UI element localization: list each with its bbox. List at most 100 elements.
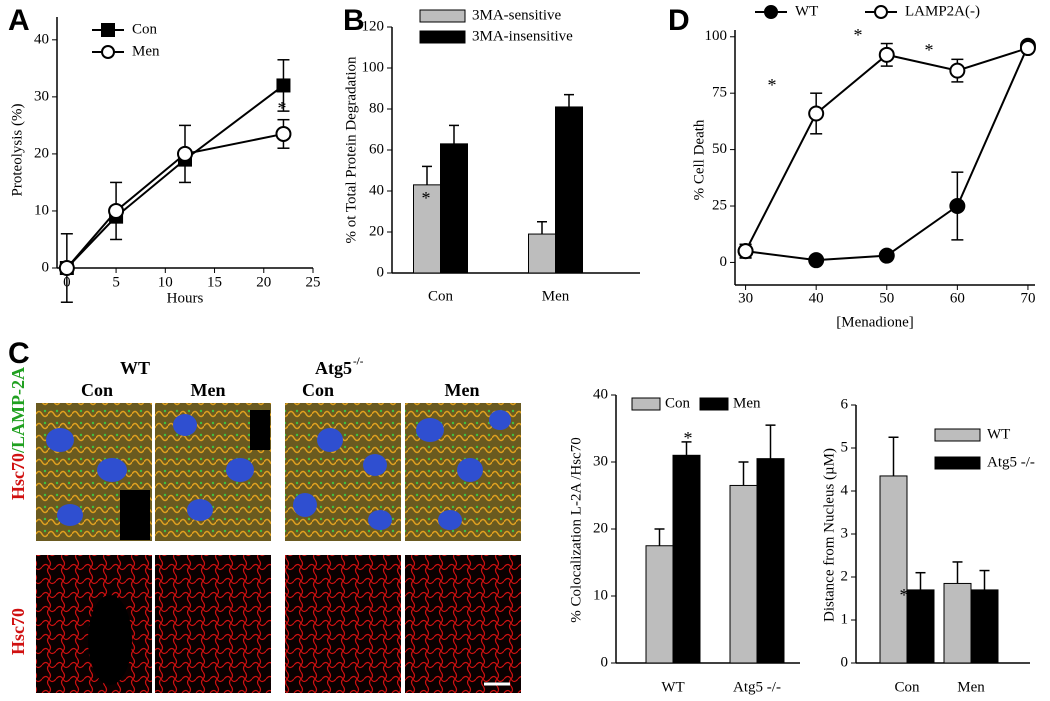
y-tick-label: 5 xyxy=(841,439,849,455)
error-bar xyxy=(952,561,963,584)
marker xyxy=(737,243,754,260)
y-tick-label: 4 xyxy=(841,482,849,498)
bar xyxy=(645,545,674,664)
row-label-green: /LAMP-2A xyxy=(8,367,28,454)
error-bar xyxy=(654,528,665,546)
legend-label: WT xyxy=(987,426,1010,442)
y-tick-label: 1 xyxy=(841,611,849,627)
y-tick-label: 100 xyxy=(705,28,728,44)
x-tick-label: 5 xyxy=(112,274,120,290)
marker xyxy=(1019,40,1036,57)
legend-label: 3MA-sensitive xyxy=(472,7,562,23)
chart: 0 1 2 3 4 5 6 Distance from Nucleus (µM) Con Men W… xyxy=(821,396,1034,695)
chart: 0 10 20 30 40 % Colocalization L-2A /Hsc70 WT A… xyxy=(568,386,800,695)
y-tick-label: 40 xyxy=(593,386,608,402)
marker xyxy=(275,125,292,142)
y-tick-label: 2 xyxy=(841,568,849,584)
panel-label: C xyxy=(8,337,30,370)
error-bar xyxy=(422,165,432,185)
y-tick-label: 20 xyxy=(369,223,384,239)
merge-images xyxy=(36,403,521,541)
x-tick-label: 40 xyxy=(809,290,824,306)
row-label-red: Hsc70 xyxy=(8,453,28,500)
y-axis-label: % Cell Death xyxy=(691,119,707,200)
y-tick-label: 3 xyxy=(841,525,849,541)
group-label: WT xyxy=(120,358,150,378)
marker xyxy=(58,260,75,276)
legend-marker xyxy=(764,5,778,19)
image xyxy=(405,555,521,693)
group-superscript: -/- xyxy=(353,356,364,368)
annotation: * xyxy=(925,40,934,60)
error-bar xyxy=(979,569,990,590)
annotation: * xyxy=(900,585,909,605)
x-tick-label: 50 xyxy=(879,290,894,306)
legend-label: Men xyxy=(733,395,761,411)
x-tick-label: 20 xyxy=(256,274,271,290)
y-tick-label: 120 xyxy=(362,18,385,34)
x-tick-label: Con xyxy=(428,288,454,304)
bar xyxy=(879,475,908,664)
nuclei xyxy=(46,410,511,530)
background-gap xyxy=(120,490,150,540)
x-tick-label: WT xyxy=(661,679,684,695)
marker xyxy=(177,145,193,162)
marker xyxy=(808,105,825,122)
y-tick-label: 30 xyxy=(34,88,49,104)
annotation: * xyxy=(768,75,777,95)
bar xyxy=(756,458,785,664)
y-tick-label: 25 xyxy=(712,197,727,213)
legend-swatch xyxy=(934,428,981,442)
group-label: Atg5 xyxy=(315,358,352,378)
y-axis-label: Proteolysis (%) xyxy=(9,104,25,197)
error-bar xyxy=(537,221,547,235)
y-tick-label: 20 xyxy=(34,145,49,161)
column-label: Men xyxy=(445,380,480,400)
x-tick-label: Atg5 -/- xyxy=(733,679,781,695)
error-bar xyxy=(765,424,776,459)
y-tick-label: 100 xyxy=(362,59,385,75)
background-gap xyxy=(88,595,132,685)
legend-label: Con xyxy=(132,21,158,37)
marker xyxy=(276,78,291,93)
chart: 0 20 40 60 80 100 120 % ot Total Protein Degrad… xyxy=(343,7,640,304)
x-tick-label: 25 xyxy=(306,274,321,290)
y-tick-label: 20 xyxy=(593,520,608,536)
column-label: Men xyxy=(191,380,226,400)
error-bar xyxy=(681,441,692,456)
column-label: Con xyxy=(302,380,334,400)
column-label: Con xyxy=(81,380,113,400)
marker xyxy=(108,202,125,219)
x-axis-label: Hours xyxy=(167,290,204,306)
chart: 0 25 50 75 100 % Cell Death 30 40 50 60 70 [Menadio… xyxy=(691,3,1036,330)
bar xyxy=(906,589,935,664)
marker xyxy=(878,46,895,63)
panel-label: B xyxy=(343,4,365,37)
legend-label: Atg5 -/- xyxy=(987,454,1035,470)
error-bar xyxy=(564,93,574,107)
legend-label: WT xyxy=(795,3,818,19)
x-tick-label: Men xyxy=(542,288,570,304)
y-tick-label: 0 xyxy=(841,654,849,670)
marker xyxy=(808,252,825,269)
x-tick-label: 15 xyxy=(207,274,222,290)
x-tick-label: 70 xyxy=(1020,290,1035,306)
legend-label: Con xyxy=(665,395,691,411)
y-tick-label: 30 xyxy=(593,453,608,469)
bar xyxy=(970,589,999,664)
error-bar xyxy=(888,436,899,476)
line xyxy=(66,84,285,269)
y-axis-label: Distance from Nucleus (µM) xyxy=(821,448,837,622)
x-tick-label: 60 xyxy=(950,290,965,306)
background-gap xyxy=(250,410,270,450)
image xyxy=(285,555,401,693)
bar xyxy=(555,106,583,274)
bar xyxy=(528,233,556,274)
marker xyxy=(949,62,966,79)
micrographs: WT Atg5 -/- Con Men Con Men Hsc70/LAMP-2… xyxy=(8,356,521,693)
legend-marker xyxy=(101,23,115,37)
legend-swatch xyxy=(419,9,466,23)
y-tick-label: 80 xyxy=(369,100,384,116)
